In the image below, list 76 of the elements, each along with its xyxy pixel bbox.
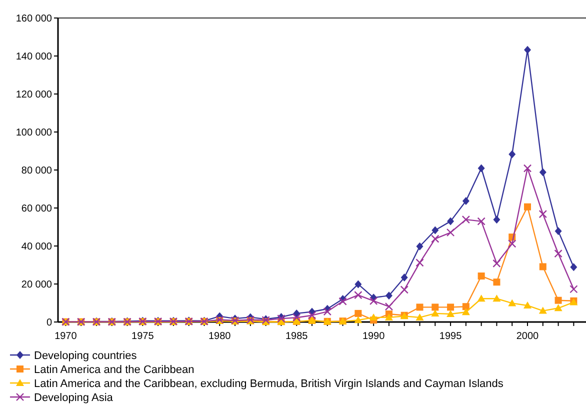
point	[416, 258, 424, 267]
point	[477, 217, 486, 226]
point	[447, 217, 454, 226]
y-tick-label: 100 000	[16, 128, 52, 138]
point	[432, 304, 439, 311]
point	[369, 296, 378, 306]
y-tick-label: 40 000	[21, 242, 52, 252]
point	[446, 310, 455, 318]
point	[478, 164, 485, 172]
point	[493, 278, 500, 286]
point	[400, 274, 408, 282]
point	[354, 310, 362, 317]
point	[308, 311, 316, 320]
point	[538, 210, 547, 218]
point	[462, 303, 470, 310]
point	[400, 286, 408, 294]
point	[462, 215, 470, 224]
point	[492, 294, 501, 302]
point	[570, 285, 578, 294]
y-tick-label: 140 000	[16, 52, 52, 62]
x-tick-label: 1995	[439, 331, 462, 342]
legend-label: Developing Asia	[34, 392, 114, 404]
point	[384, 302, 394, 311]
point	[323, 307, 332, 316]
point	[384, 313, 393, 320]
point	[523, 164, 532, 172]
point	[385, 292, 392, 300]
point	[416, 304, 424, 311]
point	[570, 263, 578, 272]
point	[538, 306, 547, 314]
point	[524, 46, 532, 54]
point	[508, 299, 516, 306]
point	[539, 168, 546, 176]
point	[478, 272, 485, 280]
legend-label: Developing countries	[34, 350, 138, 362]
point	[524, 203, 532, 210]
point	[446, 228, 455, 237]
point	[354, 280, 362, 288]
point	[508, 240, 516, 248]
point	[524, 301, 532, 308]
x-tick-label: 1985	[285, 331, 308, 342]
y-tick-label: 80 000	[21, 166, 52, 176]
point	[554, 296, 562, 304]
point	[554, 250, 562, 258]
y-tick-label: 160 000	[16, 14, 52, 24]
x-tick-label: 1990	[362, 331, 386, 342]
point	[508, 150, 516, 158]
point	[370, 313, 378, 320]
x-tick-label: 2000	[516, 331, 540, 342]
point	[354, 316, 362, 324]
point	[338, 297, 347, 306]
legend-label: Latin America and the Caribbean, excluding Bermuda, British Virgin Islands and Cayman Islands	[34, 378, 504, 390]
point	[554, 227, 562, 236]
point	[431, 234, 440, 243]
point	[462, 308, 470, 316]
point	[492, 259, 501, 268]
point	[493, 216, 500, 224]
point	[462, 196, 470, 205]
point	[431, 309, 440, 316]
y-tick-label: 120 000	[16, 90, 52, 100]
x-tick-label: 1980	[208, 331, 232, 342]
point	[354, 290, 362, 300]
point	[292, 314, 301, 322]
y-tick-label: 20 000	[21, 280, 52, 290]
y-tick-label: 0	[46, 318, 52, 328]
point	[447, 304, 454, 311]
x-tick-label: 1975	[132, 331, 154, 342]
point	[416, 313, 424, 320]
point	[432, 226, 439, 234]
y-tick-label: 60 000	[21, 204, 52, 214]
legend-label: Latin America and the Caribbean	[34, 364, 194, 376]
point	[554, 304, 562, 312]
point	[539, 263, 546, 270]
point	[477, 294, 486, 302]
x-tick-label: 1970	[54, 331, 78, 342]
point	[416, 242, 424, 250]
